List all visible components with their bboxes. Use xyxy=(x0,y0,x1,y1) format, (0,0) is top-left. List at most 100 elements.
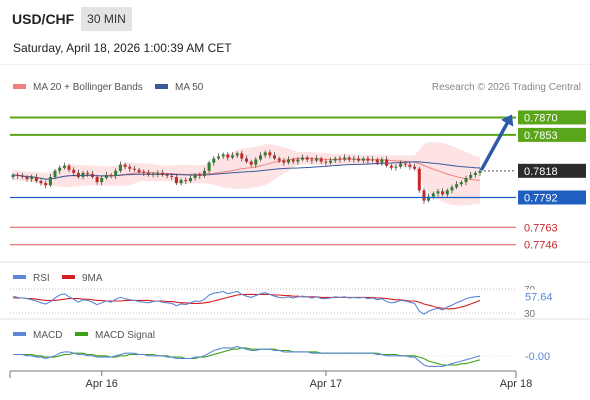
candle-body xyxy=(431,193,435,197)
candle-body xyxy=(380,159,384,163)
chart-canvas: MA 20 + Bollinger Bands MA 50 Research ©… xyxy=(0,64,590,390)
candle-body xyxy=(58,167,62,171)
candle-body xyxy=(123,164,127,167)
candle-body xyxy=(81,172,85,177)
candle-body xyxy=(53,170,57,177)
candle-body xyxy=(254,159,258,165)
candle-body xyxy=(301,157,304,160)
candle-body xyxy=(277,158,281,161)
candle-body xyxy=(329,160,333,163)
candle-body xyxy=(160,172,164,175)
resistance-badge xyxy=(518,110,586,125)
macd-panel: MACD MACD Signal -0.00 xyxy=(10,330,550,367)
candle-body xyxy=(445,190,449,195)
support-label: 0.7792 xyxy=(524,193,558,205)
macd-signal-legend-swatch xyxy=(75,332,88,336)
candle-body xyxy=(62,165,66,168)
candle-body xyxy=(20,175,24,177)
candle-body xyxy=(450,187,454,191)
target-arrow-head xyxy=(501,114,514,127)
macd-legend-swatch xyxy=(13,332,26,336)
x-axis-tick-label: Apr 18 xyxy=(500,378,532,390)
target-arrow-shaft xyxy=(480,121,509,171)
resistance-badge xyxy=(518,127,586,142)
rsi-panel: RSI 9MA 703057.64 xyxy=(10,273,558,320)
candle-body xyxy=(315,158,319,161)
candle-body xyxy=(399,163,403,167)
candle-body xyxy=(128,166,132,169)
candle-body xyxy=(165,174,169,176)
ma20-legend-swatch xyxy=(13,84,26,89)
candle-body xyxy=(366,158,370,161)
resistance-label: 0.7853 xyxy=(524,130,558,142)
candle-body xyxy=(118,164,122,171)
candle-body xyxy=(371,159,375,161)
candle-body xyxy=(231,155,234,158)
candle-body xyxy=(48,177,52,186)
candle-body xyxy=(291,159,295,162)
candle-body xyxy=(193,174,197,178)
candle-body xyxy=(422,190,426,201)
candle-body xyxy=(16,174,20,176)
candle-body xyxy=(217,156,220,159)
candle-body xyxy=(226,154,230,158)
candle-body xyxy=(352,158,356,160)
candle-body xyxy=(473,172,477,175)
candle-body xyxy=(25,177,29,180)
candle-body xyxy=(212,158,216,163)
candle-body xyxy=(39,181,43,184)
macd-line xyxy=(13,346,481,367)
candle-body xyxy=(235,153,239,156)
candle-body xyxy=(109,174,113,176)
candle-body xyxy=(184,180,188,182)
last-price-badge xyxy=(518,163,586,178)
candle-body xyxy=(347,157,351,160)
resistance-label: 0.7870 xyxy=(524,112,558,124)
rsi-ma-legend-swatch xyxy=(62,275,75,279)
timeframe-badge[interactable]: 30 MIN xyxy=(81,7,132,31)
low-level-label: 0.7763 xyxy=(524,222,558,234)
candle-body xyxy=(207,162,211,171)
x-axis: Apr 16 Apr 17 Apr 18 xyxy=(86,371,532,390)
candle-body xyxy=(394,166,398,168)
rsi-ma-line xyxy=(13,293,481,310)
candle-body xyxy=(142,171,146,173)
candle-body xyxy=(478,170,482,173)
candle-body xyxy=(464,178,468,183)
rsi-line xyxy=(12,290,481,315)
macd-value-label: -0.00 xyxy=(525,351,550,363)
ma50-legend-swatch xyxy=(155,84,168,89)
candle-body xyxy=(324,161,328,163)
candle-body xyxy=(459,182,463,185)
candle-body xyxy=(282,160,286,163)
candle-body xyxy=(263,152,267,156)
rsi-value-label: 57.64 xyxy=(525,291,553,303)
candle-body xyxy=(273,155,276,159)
candle-body xyxy=(259,155,262,160)
price-panel: 0.7870 0.7853 0.7792 0.7763 0.7746 0.7818 xyxy=(10,110,586,252)
ma50-legend-label: MA 50 xyxy=(175,82,204,93)
candle-body xyxy=(104,174,108,178)
candle-body xyxy=(114,170,118,176)
candle-body xyxy=(357,158,361,161)
x-axis-tick-label: Apr 16 xyxy=(86,378,118,390)
candle-body xyxy=(469,174,473,178)
candle-body xyxy=(72,169,76,173)
research-credit: Research © 2026 Trading Central xyxy=(432,82,581,93)
candle-body xyxy=(427,196,431,201)
candle-body xyxy=(245,158,248,162)
candle-body xyxy=(296,159,300,162)
macd-legend-label: MACD xyxy=(33,330,62,341)
candle-body xyxy=(151,173,155,175)
rsi-legend-label: RSI xyxy=(33,273,50,284)
candle-body xyxy=(95,177,99,183)
candle-body xyxy=(436,191,440,194)
candle-body xyxy=(90,173,94,177)
ma20-legend-label: MA 20 + Bollinger Bands xyxy=(33,82,143,93)
x-axis-tick-label: Apr 17 xyxy=(310,378,342,390)
candle-body xyxy=(361,158,365,161)
candle-body xyxy=(189,178,192,182)
candle-body xyxy=(34,177,38,182)
candle-body xyxy=(137,169,141,172)
candle-body xyxy=(310,159,314,161)
